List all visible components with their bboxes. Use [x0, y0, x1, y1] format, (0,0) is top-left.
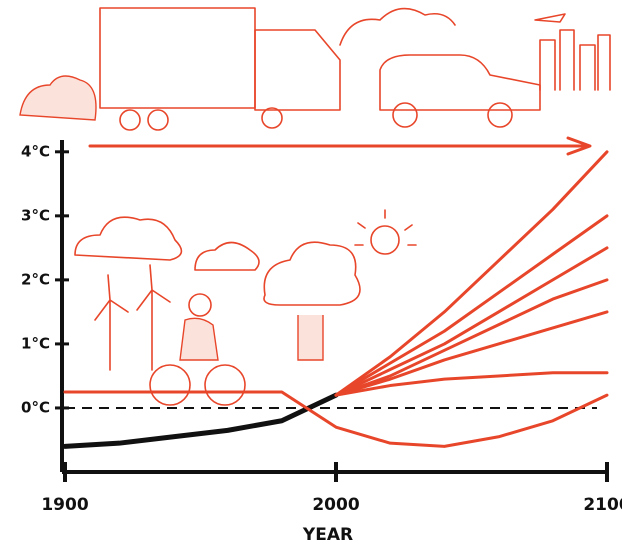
- wind-turbine: [94, 274, 129, 371]
- wheel: [119, 109, 141, 131]
- x-tick-label: 1900: [41, 495, 88, 515]
- cloud: [74, 216, 183, 261]
- bike-wheel: [204, 364, 246, 406]
- series-line: [62, 392, 339, 449]
- car: [379, 54, 541, 111]
- cloud: [194, 241, 260, 271]
- series-line: [63, 390, 609, 448]
- cyclist-body: [179, 317, 219, 361]
- y-tick-label: 1°C: [21, 334, 50, 352]
- smoke: [339, 7, 456, 46]
- arrow: [88, 136, 592, 156]
- series-line: [334, 214, 609, 397]
- series-line: [334, 150, 609, 397]
- y-tick-label: 4°C: [21, 142, 50, 160]
- truck-cab: [254, 29, 341, 111]
- series-line: [334, 278, 609, 397]
- series-line: [334, 246, 609, 397]
- illustration: [19, 7, 611, 406]
- bike-wheel: [149, 364, 191, 406]
- y-tick-label: 3°C: [21, 206, 50, 224]
- y-tick-label: 0°C: [21, 398, 50, 416]
- city: [539, 29, 611, 91]
- cyclist-head: [188, 293, 212, 317]
- y-tick-label: 2°C: [21, 270, 50, 288]
- wheel: [392, 102, 418, 128]
- x-tick-label: 2100: [583, 495, 622, 515]
- plane: [534, 13, 566, 23]
- tree-trunk: [297, 315, 324, 361]
- x-axis-label: YEAR: [302, 525, 353, 545]
- sun: [370, 225, 400, 255]
- series-line: [334, 310, 609, 397]
- tree-crown: [263, 241, 361, 306]
- wind-turbine: [136, 264, 171, 371]
- wheel: [147, 109, 169, 131]
- wheel: [261, 107, 283, 129]
- smoke: [19, 75, 97, 121]
- sun-rays: [354, 209, 417, 246]
- wheel: [487, 102, 513, 128]
- series-line: [334, 371, 609, 397]
- x-tick-label: 2000: [312, 495, 359, 515]
